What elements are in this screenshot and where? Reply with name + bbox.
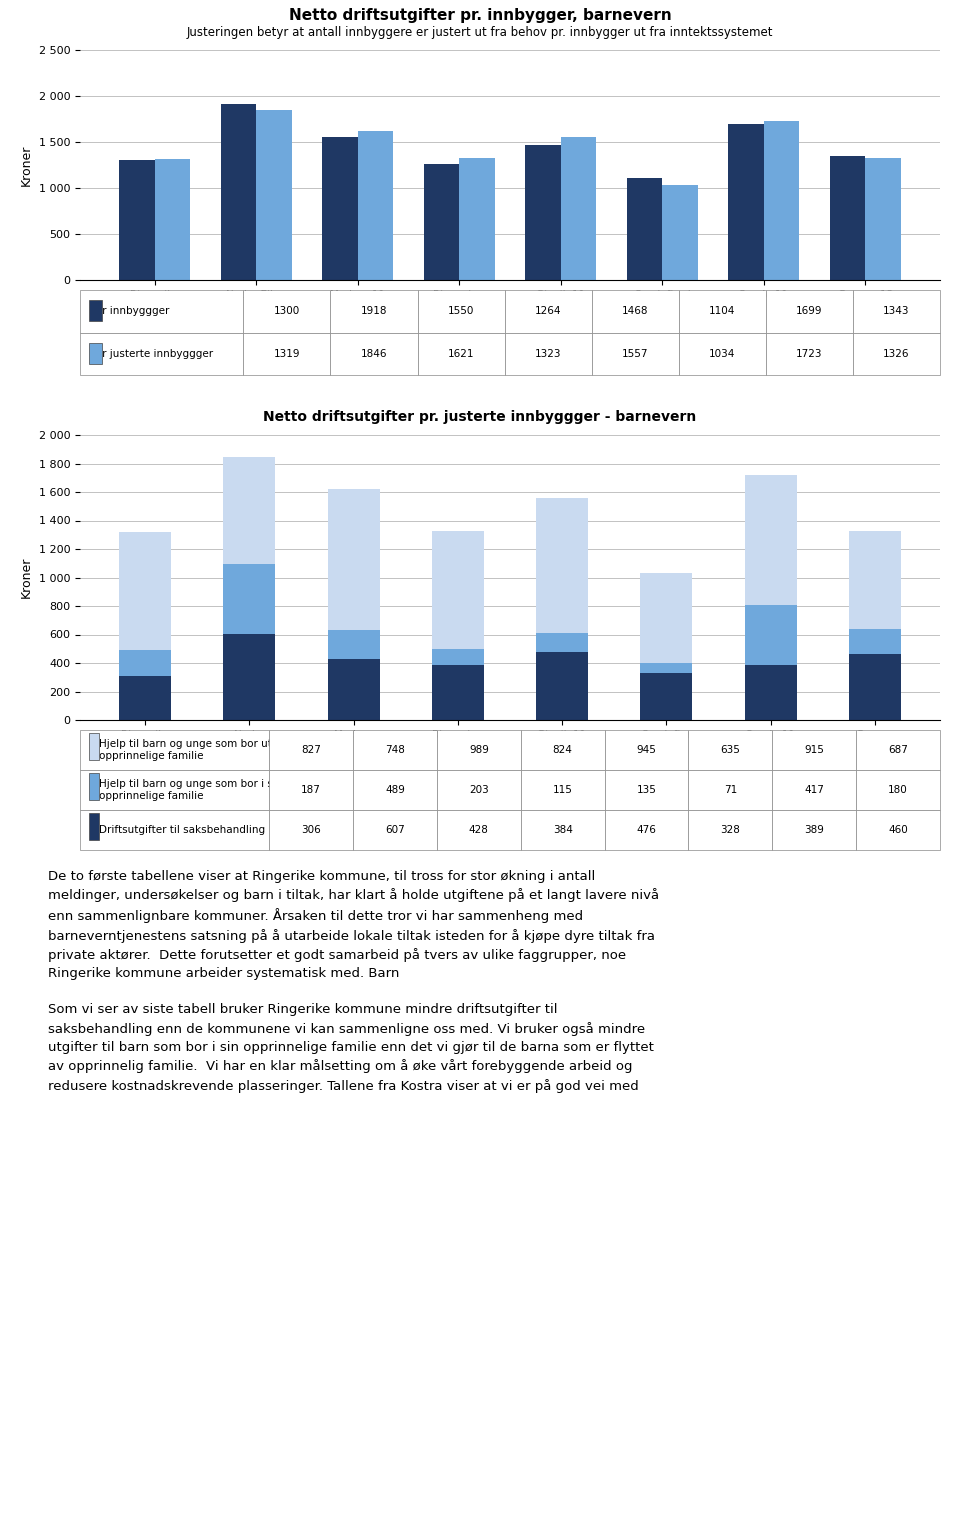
Bar xyxy=(155,159,190,280)
Text: Justeringen betyr at antall innbyggere er justert ut fra behov pr. innbygger ut : Justeringen betyr at antall innbyggere e… xyxy=(187,26,773,39)
Bar xyxy=(829,156,865,280)
Bar xyxy=(119,531,171,650)
Bar xyxy=(432,650,484,665)
Y-axis label: Kroner: Kroner xyxy=(20,557,33,598)
Bar xyxy=(849,654,900,721)
Bar xyxy=(745,606,797,665)
Text: De to første tabellene viser at Ringerike kommune, til tross for stor økning i a: De to første tabellene viser at Ringerik… xyxy=(48,871,660,1093)
Bar xyxy=(745,665,797,721)
Bar xyxy=(432,531,484,650)
Bar xyxy=(256,111,292,280)
Bar xyxy=(224,563,276,633)
Bar xyxy=(745,475,797,606)
Bar xyxy=(119,677,171,721)
Bar xyxy=(627,179,662,280)
Bar xyxy=(536,498,588,633)
Bar xyxy=(327,659,380,721)
Bar xyxy=(423,164,459,280)
Bar xyxy=(327,489,380,630)
Bar xyxy=(88,813,99,840)
Bar xyxy=(640,572,692,663)
Bar xyxy=(536,653,588,721)
Bar xyxy=(88,733,99,760)
Bar xyxy=(88,300,102,321)
Bar xyxy=(432,665,484,721)
Bar xyxy=(865,157,900,280)
Bar xyxy=(459,159,494,280)
Bar xyxy=(640,674,692,721)
Bar xyxy=(525,145,561,280)
Bar xyxy=(88,774,99,799)
Bar xyxy=(119,160,155,280)
Bar xyxy=(764,121,800,280)
Bar xyxy=(224,633,276,721)
Text: Netto driftsutgifter pr. innbygger, barnevern: Netto driftsutgifter pr. innbygger, barn… xyxy=(289,8,671,23)
Bar xyxy=(849,628,900,654)
Bar xyxy=(662,185,698,280)
Bar xyxy=(729,124,764,280)
Bar xyxy=(221,103,256,280)
Bar xyxy=(849,531,900,628)
Bar xyxy=(640,663,692,674)
Bar xyxy=(224,457,276,563)
Bar xyxy=(561,136,596,280)
Y-axis label: Kroner: Kroner xyxy=(20,144,33,186)
Bar xyxy=(88,342,102,363)
Text: Netto driftsutgifter pr. justerte innbyggger - barnevern: Netto driftsutgifter pr. justerte innbyg… xyxy=(263,410,697,424)
Bar xyxy=(119,650,171,677)
Bar xyxy=(358,130,394,280)
Bar xyxy=(323,138,358,280)
Bar xyxy=(327,630,380,659)
Bar xyxy=(536,633,588,653)
